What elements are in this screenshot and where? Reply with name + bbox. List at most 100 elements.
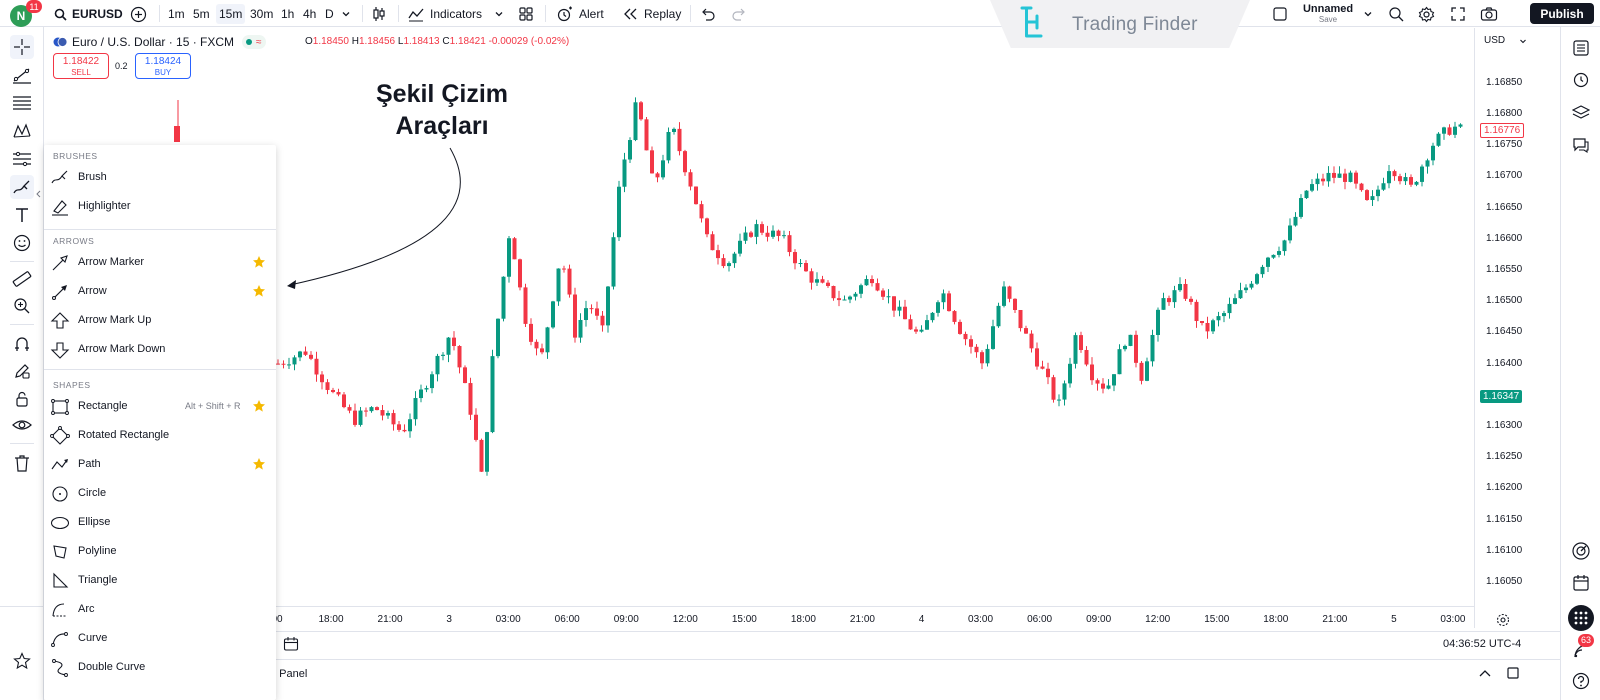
- alert-button[interactable]: Alert: [556, 4, 604, 24]
- brush-tool[interactable]: [10, 175, 34, 199]
- menu-item-polyline[interactable]: Polyline: [44, 538, 276, 565]
- maximize-panel-icon[interactable]: [1506, 666, 1520, 680]
- menu-item-rectangle[interactable]: Rectangle Alt + Shift + R: [44, 393, 276, 420]
- menu-item-circle[interactable]: Circle: [44, 480, 276, 507]
- interval-1m[interactable]: 1m: [168, 7, 185, 21]
- publish-button[interactable]: Publish: [1530, 3, 1594, 24]
- hide-drawings[interactable]: [10, 413, 34, 437]
- object-tree-button[interactable]: [1569, 101, 1593, 125]
- interval-1h[interactable]: 1h: [281, 7, 295, 21]
- watchlist-button[interactable]: [1569, 36, 1593, 60]
- interval-15m[interactable]: 15m: [216, 4, 246, 24]
- lock-drawings[interactable]: [10, 387, 34, 411]
- candle-body: [320, 374, 324, 383]
- candle-body: [1178, 283, 1182, 291]
- favorite-star-icon[interactable]: [252, 284, 266, 298]
- alerts-button[interactable]: [1569, 67, 1593, 91]
- menu-item-label: Circle: [78, 487, 107, 499]
- price-label: 1.16500: [1486, 295, 1523, 307]
- menu-item-arrow-mark-up[interactable]: Arrow Mark Up: [44, 307, 276, 334]
- layers-icon: [1572, 105, 1590, 119]
- candle-body: [1277, 251, 1281, 255]
- dom-button[interactable]: [1569, 539, 1593, 563]
- favorite-star-icon[interactable]: [252, 399, 266, 413]
- products-button[interactable]: [1568, 605, 1594, 631]
- price-label: 1.16300: [1486, 420, 1523, 431]
- layout-name-block[interactable]: Unnamed Save: [1301, 3, 1355, 24]
- indicators-dropdown[interactable]: [494, 4, 504, 24]
- fullscreen-button[interactable]: [1450, 4, 1466, 24]
- redo-button[interactable]: [731, 4, 747, 24]
- chats-button[interactable]: [1569, 133, 1593, 157]
- layout-dropdown[interactable]: [1363, 4, 1373, 24]
- quick-search-button[interactable]: [1388, 4, 1405, 24]
- market-status[interactable]: ≈: [242, 35, 266, 49]
- symbol-label: EURUSD: [72, 7, 123, 21]
- calendar-button[interactable]: [1569, 571, 1593, 595]
- interval-dropdown[interactable]: [341, 4, 351, 24]
- menu-item-highlighter[interactable]: Highlighter: [44, 193, 276, 220]
- candle-body: [1183, 283, 1188, 299]
- expand-arrow-icon[interactable]: [35, 185, 41, 198]
- fib-tool[interactable]: [10, 91, 34, 115]
- utc-clock[interactable]: 04:36:52 UTC-4: [1443, 638, 1522, 650]
- menu-item-rotated-rectangle[interactable]: Rotated Rectangle: [44, 422, 276, 449]
- trading-panel-tab[interactable]: g Panel: [270, 668, 308, 680]
- icon-tool[interactable]: [10, 231, 34, 255]
- buy-button[interactable]: 1.18424 BUY: [135, 53, 191, 79]
- trend-line-tool[interactable]: [10, 63, 34, 87]
- price-axis[interactable]: [1474, 28, 1560, 628]
- layouts-button[interactable]: [518, 4, 534, 24]
- axis-settings-gear-icon[interactable]: [1496, 613, 1510, 627]
- magnet-tool[interactable]: [10, 332, 34, 356]
- chevron-up-icon[interactable]: [1478, 668, 1492, 678]
- crosshair-tool[interactable]: [10, 35, 34, 59]
- favorites-tool[interactable]: [10, 649, 34, 673]
- smiley-icon: [13, 234, 31, 252]
- chart-type-button[interactable]: [371, 4, 387, 24]
- layout-menu[interactable]: [1272, 4, 1288, 24]
- menu-item-path[interactable]: Path: [44, 451, 276, 478]
- candle-body: [1458, 124, 1463, 127]
- zoom-tool[interactable]: [10, 294, 34, 318]
- menu-item-brush[interactable]: Brush: [44, 164, 276, 191]
- currency-selector[interactable]: USD: [1484, 35, 1527, 46]
- forecast-tool[interactable]: [10, 147, 34, 171]
- candle-body: [1354, 172, 1358, 184]
- time-axis[interactable]: [0, 606, 1474, 630]
- text-tool[interactable]: [10, 203, 34, 227]
- remove-drawings[interactable]: [10, 451, 34, 475]
- interval-4h[interactable]: 4h: [303, 7, 317, 21]
- undo-button[interactable]: [700, 4, 716, 24]
- replay-button[interactable]: Replay: [622, 4, 681, 24]
- interval-30m[interactable]: 30m: [250, 7, 274, 21]
- symbol-search[interactable]: EURUSD: [54, 4, 123, 24]
- candle-body: [314, 358, 319, 375]
- compare-symbol-button[interactable]: [130, 4, 147, 24]
- menu-item-arrow[interactable]: Arrow: [44, 278, 276, 305]
- settings-button[interactable]: [1418, 4, 1435, 24]
- favorite-star-icon[interactable]: [252, 255, 266, 269]
- menu-item-arc[interactable]: Arc: [44, 596, 276, 623]
- menu-item-label: Brush: [78, 171, 107, 183]
- symbol-title[interactable]: Euro / U.S. Dollar · 15 · FXCM: [72, 35, 235, 49]
- menu-item-arrow-mark-down[interactable]: Arrow Mark Down: [44, 336, 276, 363]
- menu-item-double-curve[interactable]: Double Curve: [44, 654, 276, 681]
- interval-5m[interactable]: 5m: [193, 7, 210, 21]
- snapshot-button[interactable]: [1480, 4, 1498, 24]
- patterns-tool[interactable]: [10, 119, 34, 143]
- candle-body: [364, 410, 368, 412]
- help-button[interactable]: [1569, 669, 1593, 693]
- sell-button[interactable]: 1.18422 SELL: [53, 53, 109, 79]
- stay-in-drawing-mode[interactable]: [10, 359, 34, 383]
- menu-item-arrow-marker[interactable]: Arrow Marker: [44, 249, 276, 276]
- menu-item-triangle[interactable]: Triangle: [44, 567, 276, 594]
- menu-item-ellipse[interactable]: Ellipse: [44, 509, 276, 536]
- favorite-star-icon[interactable]: [252, 457, 266, 471]
- measure-tool[interactable]: [10, 267, 34, 291]
- indicators-button[interactable]: Indicators: [408, 4, 482, 24]
- interval-d[interactable]: D: [325, 7, 334, 21]
- menu-item-curve[interactable]: Curve: [44, 625, 276, 652]
- goto-date-icon[interactable]: [283, 636, 299, 652]
